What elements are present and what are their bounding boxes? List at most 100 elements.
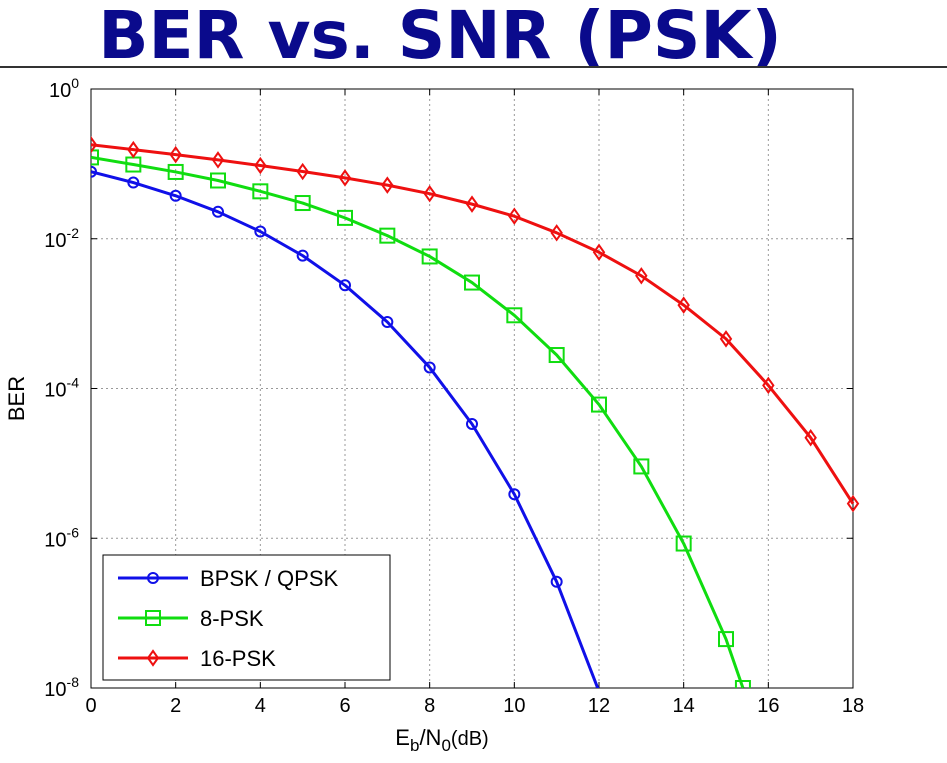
y-axis-title: BER bbox=[4, 376, 29, 421]
x-tick-label: 8 bbox=[424, 695, 435, 717]
y-tick-exponent: 0 bbox=[71, 75, 79, 91]
data-point-diamond bbox=[381, 176, 394, 194]
data-point-square bbox=[464, 274, 480, 291]
data-point-circle bbox=[550, 575, 563, 588]
legend-item: 16-PSK bbox=[118, 646, 276, 671]
y-tick-exponent: -2 bbox=[67, 225, 80, 241]
data-point-square bbox=[294, 195, 311, 212]
data-point-square bbox=[633, 458, 650, 475]
x-axis-title-sub1: b bbox=[410, 736, 419, 755]
slide-title: BER vs. SNR (PSK) bbox=[98, 0, 782, 74]
data-point-circle bbox=[254, 225, 267, 238]
series-lines bbox=[91, 136, 860, 688]
x-tick-label: 2 bbox=[170, 695, 181, 717]
data-point-circle bbox=[466, 417, 478, 430]
data-point-square bbox=[337, 209, 353, 226]
data-point-diamond bbox=[550, 224, 563, 242]
data-point-diamond bbox=[146, 649, 160, 667]
data-point-square bbox=[734, 680, 751, 688]
data-point-circle bbox=[127, 176, 140, 189]
data-point-circle bbox=[147, 572, 159, 584]
data-point-square bbox=[145, 610, 161, 626]
data-point-circle bbox=[423, 361, 436, 374]
x-tick-label: 14 bbox=[673, 695, 695, 717]
data-point-diamond bbox=[465, 195, 479, 213]
data-point-diamond bbox=[254, 156, 267, 175]
data-point-diamond bbox=[635, 267, 648, 285]
y-tick-label: 10-4 bbox=[44, 375, 79, 402]
y-axis-label: BER bbox=[4, 376, 29, 421]
legend: BPSK / QPSK 8-PSK 16-PSK bbox=[102, 554, 391, 681]
series-line bbox=[91, 170, 600, 688]
data-point-square bbox=[167, 163, 184, 180]
data-point-diamond bbox=[127, 140, 140, 159]
data-point-circle bbox=[381, 315, 394, 328]
series-line bbox=[91, 143, 855, 505]
legend-item: 8-PSK bbox=[118, 606, 264, 631]
data-point-diamond bbox=[169, 145, 182, 164]
data-point-diamond bbox=[592, 243, 606, 261]
data-point-diamond bbox=[719, 330, 733, 348]
data-point-square bbox=[548, 347, 565, 364]
x-axis-title-mid: /N bbox=[419, 725, 441, 750]
data-point-diamond bbox=[338, 169, 352, 187]
y-tick-exponent: -4 bbox=[67, 375, 80, 391]
data-point-square bbox=[421, 248, 438, 265]
y-tick-exponent: -8 bbox=[67, 674, 80, 690]
grid-lines bbox=[91, 89, 853, 688]
x-tick-label: 10 bbox=[503, 695, 525, 717]
y-tick-label: 10-2 bbox=[44, 225, 79, 252]
data-point-circle bbox=[212, 205, 224, 218]
y-tick-base: 10 bbox=[44, 529, 66, 551]
data-point-circle bbox=[169, 189, 182, 202]
y-tick-base: 10 bbox=[44, 230, 66, 252]
data-point-circle bbox=[508, 488, 521, 501]
data-point-diamond bbox=[762, 376, 775, 395]
x-tick-label: 0 bbox=[85, 695, 96, 717]
y-tick-label: 10-8 bbox=[44, 674, 79, 701]
y-tick-label: 100 bbox=[49, 75, 79, 102]
data-point-diamond bbox=[677, 296, 690, 314]
x-axis-title-main: E bbox=[395, 725, 410, 750]
data-point-circle bbox=[339, 279, 351, 292]
y-tick-exponent: -6 bbox=[67, 524, 80, 540]
data-point-square bbox=[675, 535, 692, 552]
legend-label: BPSK / QPSK bbox=[200, 566, 338, 591]
legend-label: 16-PSK bbox=[200, 646, 276, 671]
x-axis-title-sub2: 0 bbox=[441, 736, 450, 755]
y-tick-label: 10-6 bbox=[44, 524, 79, 551]
data-point-diamond bbox=[211, 151, 225, 169]
data-point-square bbox=[379, 227, 396, 244]
data-point-diamond bbox=[91, 136, 98, 154]
data-point-square bbox=[252, 183, 269, 200]
data-point-diamond bbox=[804, 429, 817, 447]
series-line bbox=[91, 155, 745, 688]
x-tick-label: 4 bbox=[255, 695, 266, 717]
y-tick-base: 10 bbox=[44, 679, 66, 701]
data-point-circle bbox=[296, 249, 309, 262]
legend-label: 8-PSK bbox=[200, 606, 264, 631]
data-point-diamond bbox=[296, 162, 309, 181]
data-point-diamond bbox=[423, 184, 436, 203]
y-tick-base: 10 bbox=[49, 80, 71, 102]
data-point-square bbox=[91, 149, 99, 166]
x-tick-label: 16 bbox=[757, 695, 779, 717]
series-8-psk bbox=[91, 149, 751, 688]
x-tick-label: 6 bbox=[339, 695, 350, 717]
series-16-psk bbox=[91, 136, 860, 513]
data-point-square bbox=[591, 396, 607, 413]
data-point-diamond bbox=[508, 207, 521, 225]
x-axis-title-tail: (dB) bbox=[451, 728, 489, 750]
data-point-square bbox=[506, 307, 523, 324]
series-bpsk-qpsk bbox=[91, 165, 600, 688]
data-point-square bbox=[210, 172, 226, 189]
x-tick-label: 18 bbox=[842, 695, 864, 717]
legend-item: BPSK / QPSK bbox=[118, 566, 338, 591]
x-tick-label: 12 bbox=[588, 695, 610, 717]
x-axis-title: Eb/N0(dB) bbox=[395, 725, 488, 755]
data-point-square bbox=[718, 631, 734, 648]
data-point-diamond bbox=[846, 494, 860, 513]
y-tick-base: 10 bbox=[44, 380, 66, 402]
